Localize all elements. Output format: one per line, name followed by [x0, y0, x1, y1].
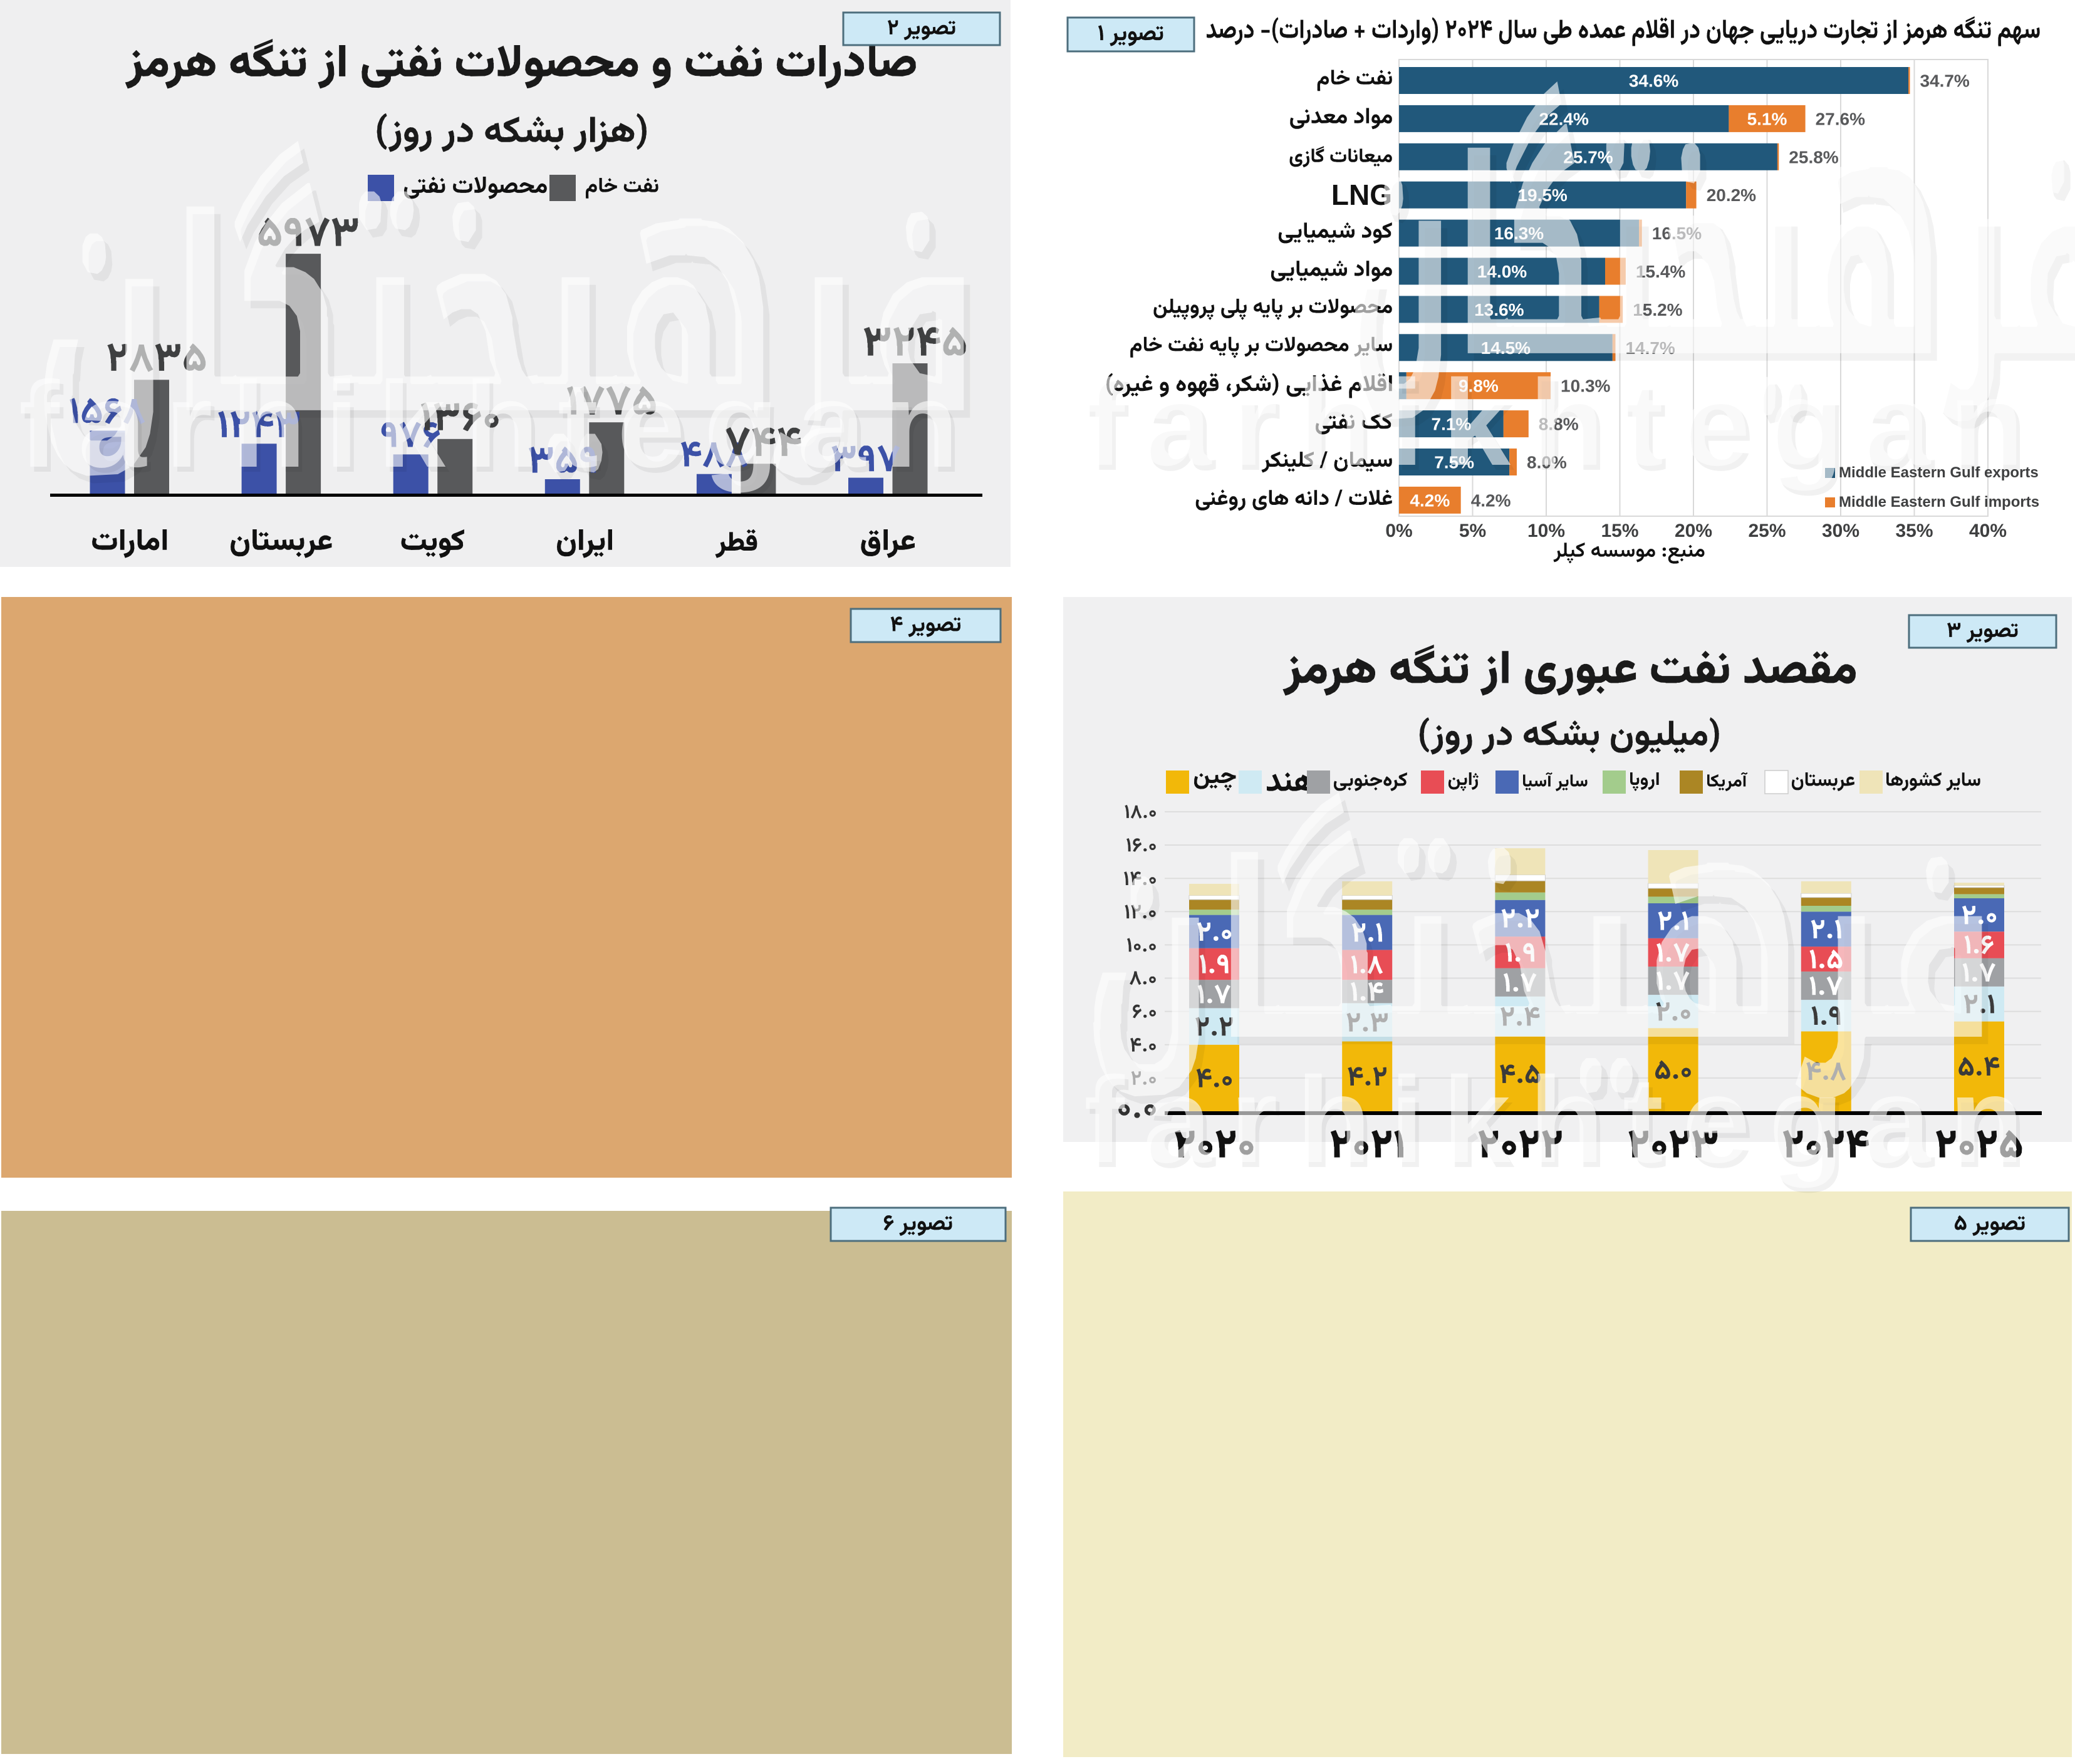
- svg-text:4.2%: 4.2%: [1471, 490, 1511, 510]
- svg-text:30%: 30%: [1822, 521, 1859, 541]
- svg-text:farhikhtegan: farhikhtegan: [1088, 1057, 2046, 1193]
- svg-text:7.1%: 7.1%: [1432, 415, 1472, 434]
- svg-text:10.3%: 10.3%: [1561, 376, 1610, 396]
- svg-text:farhikhtegan: farhikhtegan: [1084, 355, 2042, 491]
- svg-text:LNG: LNG: [1331, 179, 1392, 211]
- svg-text:15%: 15%: [1601, 521, 1638, 541]
- svg-text:5%: 5%: [1459, 521, 1486, 541]
- svg-text:34.7%: 34.7%: [1920, 71, 1969, 91]
- svg-text:0%: 0%: [1385, 521, 1412, 541]
- svg-text:15.4%: 15.4%: [1636, 262, 1685, 281]
- svg-text:farhikhtegan: farhikhtegan: [1088, 360, 2046, 496]
- svg-text:7.5%: 7.5%: [1434, 453, 1474, 472]
- svg-text:9.8%: 9.8%: [1459, 376, 1499, 396]
- svg-text:Middle Eastern Gulf exports: Middle Eastern Gulf exports: [1839, 464, 2039, 481]
- svg-text:8.8%: 8.8%: [1539, 415, 1579, 434]
- svg-text:Middle Eastern Gulf imports: Middle Eastern Gulf imports: [1839, 494, 2039, 511]
- svg-text:10%: 10%: [1527, 521, 1565, 541]
- svg-text:35%: 35%: [1895, 521, 1933, 541]
- svg-text:20%: 20%: [1675, 521, 1712, 541]
- svg-text:40%: 40%: [1969, 521, 2007, 541]
- svg-text:27.6%: 27.6%: [1816, 109, 1865, 128]
- svg-text:8.0%: 8.0%: [1527, 453, 1567, 472]
- svg-text:farhikhtegan: farhikhtegan: [19, 356, 977, 493]
- svg-text:farhikhtegan: farhikhtegan: [23, 361, 981, 498]
- svg-text:25%: 25%: [1748, 521, 1786, 541]
- svg-text:4.2%: 4.2%: [1410, 490, 1450, 510]
- svg-text:20.2%: 20.2%: [1707, 185, 1756, 205]
- svg-text:5.1%: 5.1%: [1747, 109, 1787, 128]
- svg-text:34.6%: 34.6%: [1629, 71, 1678, 91]
- svg-text:25.8%: 25.8%: [1789, 147, 1838, 167]
- svg-text:farhikhtegan: farhikhtegan: [1084, 1052, 2042, 1188]
